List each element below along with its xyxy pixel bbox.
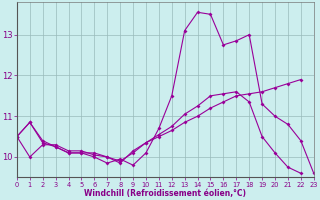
X-axis label: Windchill (Refroidissement éolien,°C): Windchill (Refroidissement éolien,°C) [84, 189, 246, 198]
